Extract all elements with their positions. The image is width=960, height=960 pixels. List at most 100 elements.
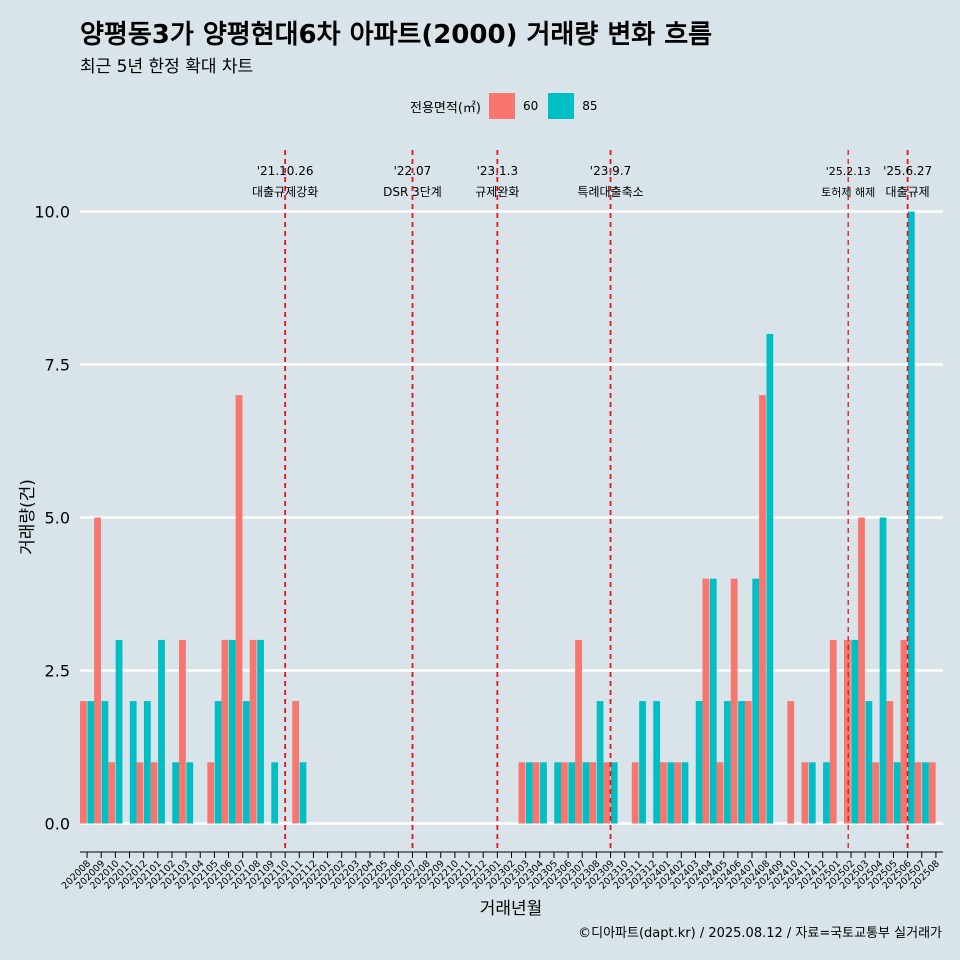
bar-85-202311 — [639, 701, 646, 824]
bar-85-202105 — [214, 701, 222, 824]
event-label: 토허제 해제 — [821, 185, 875, 199]
bar-85-202101 — [158, 639, 165, 824]
legend: 전용면적(㎡) 60 85 — [410, 93, 608, 119]
event-date: '25.6.27 — [883, 164, 932, 178]
event-date: '22.07 — [394, 164, 432, 178]
bar-85-202507 — [922, 762, 929, 824]
y-axis: 0.0 2.5 5.0 7.5 10.0 — [34, 203, 70, 834]
bar-60-202308 — [589, 762, 597, 824]
bar-60-202401 — [660, 762, 667, 824]
bar-60-202307 — [575, 639, 582, 824]
bar-60-202405 — [716, 762, 724, 824]
bar-85-202505 — [893, 762, 901, 824]
bar-85-202408 — [766, 333, 774, 824]
bar-60-202304 — [532, 762, 540, 824]
event-date: '23.1.3 — [477, 164, 518, 178]
bar-60-202103 — [179, 639, 186, 824]
bar-85-202103 — [186, 762, 194, 824]
bar-60-202505 — [886, 701, 894, 824]
bar-60-202105 — [207, 762, 215, 824]
bar-85-202305 — [554, 762, 562, 824]
bars — [80, 211, 936, 824]
legend-key-85 — [548, 93, 575, 119]
bar-60-202501 — [829, 639, 837, 824]
legend-title: 전용면적(㎡) — [410, 100, 481, 116]
y-tick-label: 0.0 — [45, 815, 70, 834]
bar-60-202502 — [843, 639, 851, 824]
legend-label-85: 85 — [582, 99, 598, 113]
bar-60-202404 — [702, 578, 710, 824]
bar-85-202407 — [752, 578, 760, 824]
bar-85-202303 — [525, 762, 533, 824]
bar-60-202009 — [94, 517, 101, 824]
bar-85-202502 — [851, 639, 859, 824]
y-tick-label: 2.5 — [45, 662, 70, 681]
bar-85-202309 — [610, 762, 618, 824]
bar-60-202008 — [80, 701, 87, 824]
bar-60-202406 — [730, 578, 738, 824]
event-label: 규제완화 — [475, 185, 519, 199]
event-label: 대출규제 — [886, 185, 930, 199]
bar-85-202307 — [582, 762, 590, 824]
bar-60-202111 — [292, 701, 299, 824]
bar-60-202408 — [759, 395, 766, 824]
bar-60-202106 — [221, 639, 229, 824]
bar-60-202101 — [150, 762, 158, 824]
event-date: '21.10.26 — [257, 164, 314, 178]
bar-60-202311 — [631, 762, 639, 824]
bar-85-202306 — [568, 762, 576, 824]
bar-60-202506 — [900, 639, 908, 824]
bar-85-202107 — [242, 701, 250, 824]
bar-85-202506 — [907, 211, 915, 824]
bar-60-202410 — [787, 701, 795, 824]
bar-60-202306 — [561, 762, 568, 824]
bar-85-202402 — [681, 762, 689, 824]
bar-85-202012 — [143, 701, 151, 824]
bar-85-202406 — [738, 701, 745, 824]
x-axis-label: 거래년월 — [480, 899, 543, 919]
bar-85-202106 — [228, 639, 236, 824]
bar-85-202102 — [172, 762, 180, 824]
bar-60-202402 — [674, 762, 681, 824]
bar-85-202304 — [540, 762, 547, 824]
event-label: 특례대출축소 — [577, 185, 643, 199]
bar-60-202107 — [235, 395, 243, 824]
bar-85-202405 — [724, 701, 731, 824]
bar-60-202508 — [928, 762, 936, 824]
bar-85-202008 — [87, 701, 95, 824]
gridlines — [80, 210, 943, 825]
x-axis: 2020082020092020102020112020122021012021… — [60, 851, 943, 892]
bar-85-202109 — [271, 762, 279, 824]
bar-60-202010 — [108, 762, 116, 824]
bar-60-202407 — [744, 701, 752, 824]
y-tick-label: 10.0 — [34, 203, 70, 222]
bar-85-202503 — [865, 701, 873, 824]
event-label: DSR 3단계 — [383, 185, 442, 199]
bar-60-202411 — [801, 762, 809, 824]
bar-85-202411 — [808, 762, 816, 824]
legend-key-60 — [488, 93, 515, 119]
y-tick-label: 5.0 — [45, 509, 70, 528]
bar-60-202108 — [249, 639, 257, 824]
bar-60-202309 — [603, 762, 611, 824]
bar-60-202507 — [914, 762, 922, 824]
bar-85-202010 — [115, 639, 123, 824]
y-tick-label: 7.5 — [45, 356, 70, 375]
bar-60-202504 — [872, 762, 880, 824]
bar-60-202303 — [518, 762, 526, 824]
bar-85-202401 — [667, 762, 675, 824]
bar-85-202404 — [709, 578, 717, 824]
bar-85-202504 — [879, 517, 887, 824]
bar-85-202403 — [695, 701, 703, 824]
bar-85-202111 — [299, 762, 307, 824]
bar-85-202009 — [101, 701, 109, 824]
bar-60-202012 — [136, 762, 144, 824]
bar-85-202312 — [653, 701, 661, 824]
event-date: '25.2.13 — [826, 165, 871, 178]
event-date: '23.9.7 — [590, 164, 631, 178]
bar-85-202308 — [596, 701, 604, 824]
legend-label-60: 60 — [522, 99, 539, 113]
bar-85-202108 — [257, 639, 264, 824]
chart-subtitle: 최근 5년 한정 확대 차트 — [80, 57, 254, 77]
